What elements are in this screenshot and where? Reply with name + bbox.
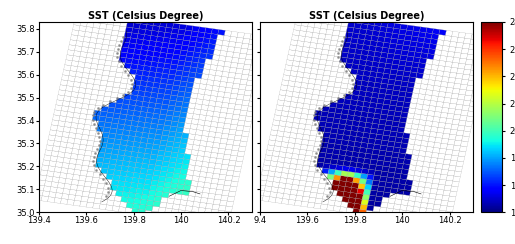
Title: SST (Celsius Degree): SST (Celsius Degree)	[309, 11, 424, 21]
Title: SST (Celsius Degree): SST (Celsius Degree)	[88, 11, 203, 21]
